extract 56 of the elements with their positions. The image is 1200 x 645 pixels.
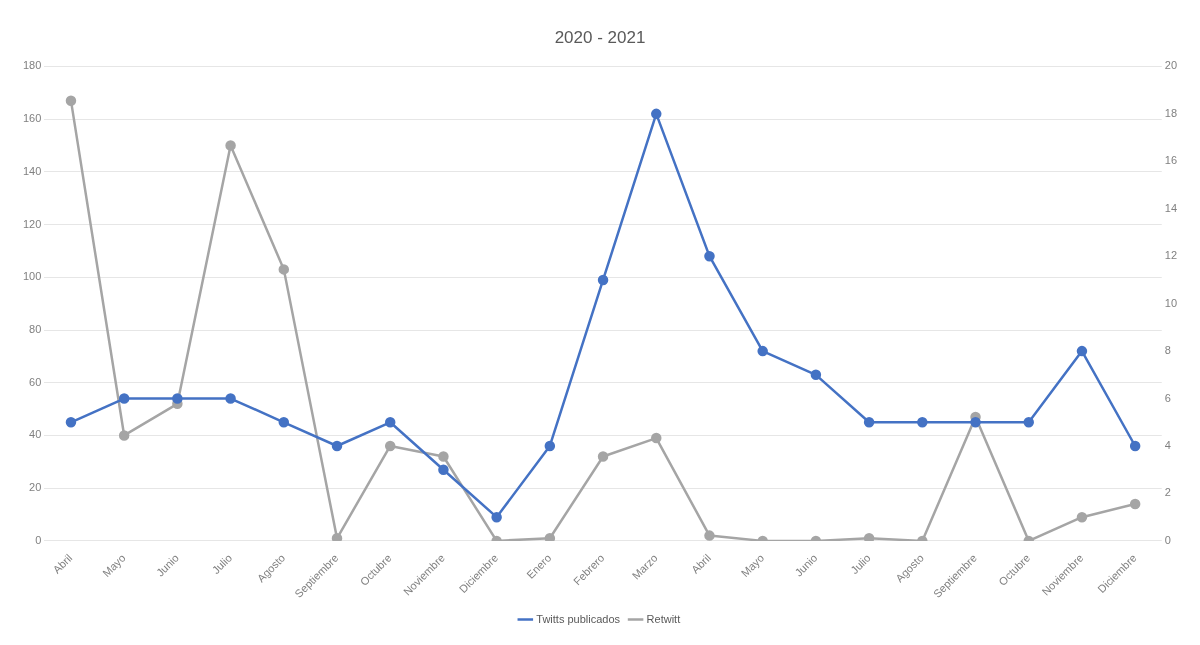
y2-tick-label: 16 [1164,154,1178,167]
y2-tick-label: 6 [1164,391,1171,404]
point [1076,511,1088,523]
y2-tick-label: 20 [1164,59,1178,72]
point [597,274,609,286]
y-tick-label: 100 [22,270,42,283]
point [1076,345,1088,357]
y2-tick-label: 14 [1164,201,1178,214]
point [917,417,928,428]
point [331,440,343,452]
y-tick-label: 60 [29,375,42,388]
point [704,250,715,262]
point [1129,498,1141,510]
y2-tick-label: 12 [1164,249,1178,262]
legend-label: Twitts publicados [536,612,621,625]
point [172,393,183,404]
y-tick-label: 180 [22,59,42,72]
y-tick-label: 80 [29,323,42,336]
y-tick-label: 20 [29,481,42,494]
point [970,417,981,428]
point [278,264,290,275]
legend-label: Retwitt [646,612,681,625]
point [491,511,502,523]
point [384,440,396,452]
point [1129,440,1141,452]
y2-tick-label: 18 [1164,106,1178,119]
y-tick-label: 140 [22,164,42,177]
point [810,369,822,381]
y-tick-label: 0 [35,533,42,546]
point [384,417,396,428]
point [438,464,449,475]
point [863,417,875,428]
y2-tick-label: 4 [1164,439,1171,452]
point [65,95,77,106]
y2-tick-label: 2 [1164,486,1171,499]
y-tick-label: 40 [29,428,42,441]
y2-tick-label: 0 [1164,533,1171,546]
point [1023,417,1034,428]
y2-tick-label: 8 [1164,344,1171,357]
point [278,417,290,428]
y-tick-label: 120 [22,217,42,230]
point [651,108,662,120]
point [704,530,715,541]
point [225,140,236,151]
y2-tick-label: 10 [1164,296,1178,309]
point [225,393,236,404]
point [757,345,768,357]
y-tick-label: 160 [22,112,42,125]
point [65,417,77,428]
point [118,430,130,441]
chart-title: 2020 - 2021 [554,27,646,47]
point [438,451,449,462]
point [544,440,556,452]
point [597,451,609,462]
point [118,393,130,404]
point [651,432,662,444]
